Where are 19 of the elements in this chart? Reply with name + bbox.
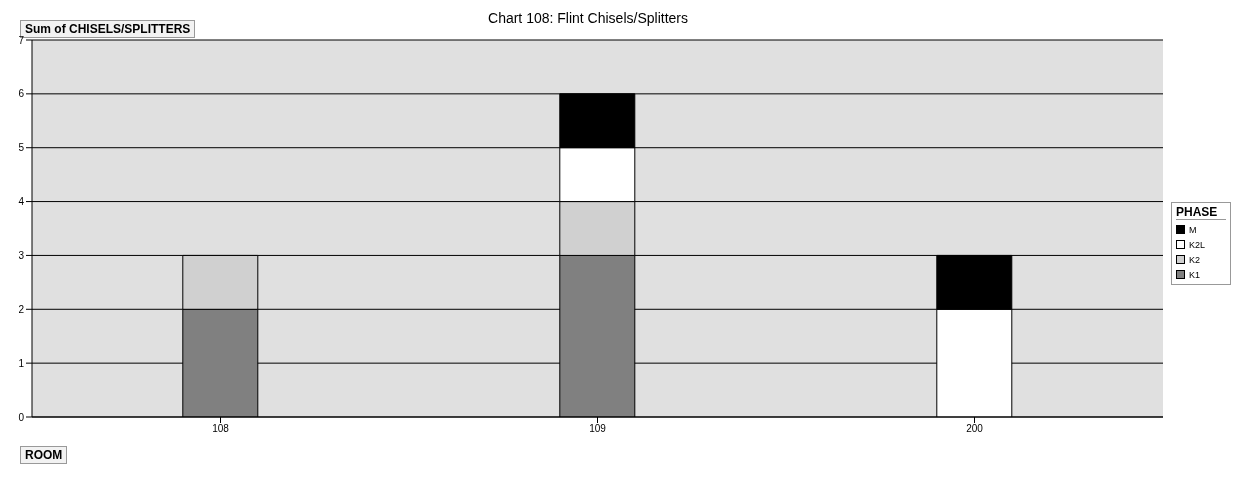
y-axis-title: Sum of CHISELS/SPLITTERS <box>25 22 191 36</box>
y-tick-label: 4 <box>18 196 25 208</box>
legend-label: K2 <box>1189 254 1201 265</box>
legend-label: K1 <box>1189 269 1201 280</box>
y-tick-label: 2 <box>18 303 25 315</box>
x-tick-label: 109 <box>589 423 607 435</box>
chart-title: Chart 108: Flint Chisels/Splitters <box>488 10 688 26</box>
y-tick-label: 6 <box>18 88 25 100</box>
legend-label: M <box>1189 224 1197 235</box>
y-tick-label: 5 <box>18 142 25 154</box>
x-axis-title: ROOM <box>20 446 68 464</box>
y-tick-label: 1 <box>18 357 25 369</box>
legend-title: PHASE <box>1176 205 1226 220</box>
x-tick-label: 200 <box>966 423 984 435</box>
x-tick-label: 108 <box>212 423 230 435</box>
y-tick-label: 3 <box>18 249 25 261</box>
legend-label: K2L <box>1189 239 1206 250</box>
y-tick-label: 0 <box>18 411 25 423</box>
y-tick-label: 7 <box>18 34 25 46</box>
